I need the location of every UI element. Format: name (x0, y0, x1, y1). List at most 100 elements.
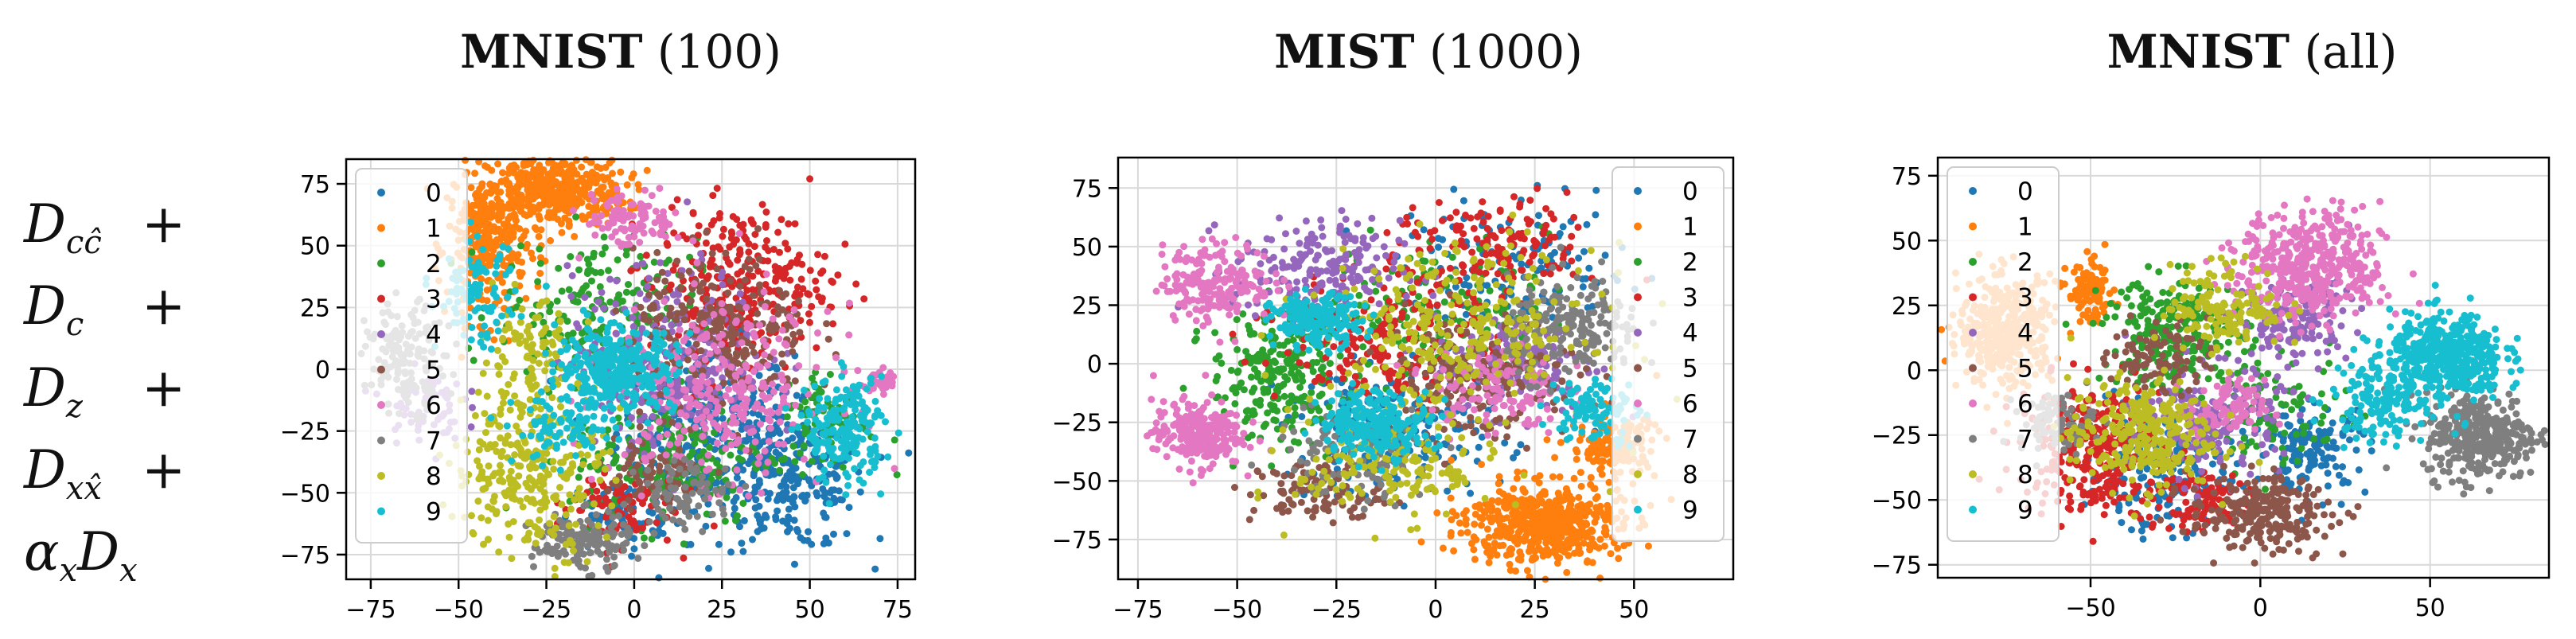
data-point-8 (505, 520, 512, 528)
data-point-9 (640, 352, 648, 360)
data-point-1 (546, 214, 553, 222)
data-point-6 (587, 475, 595, 483)
legend-marker-8 (377, 472, 385, 480)
data-point-3 (814, 251, 822, 259)
data-point-8 (568, 540, 576, 547)
legend-marker-3 (377, 294, 385, 303)
data-point-6 (690, 280, 698, 288)
y-tick-label: −50 (280, 480, 330, 508)
data-point-3 (710, 217, 718, 224)
data-point-6 (590, 212, 598, 220)
data-point-9 (625, 419, 633, 427)
data-point-9 (529, 453, 537, 461)
data-point-8 (474, 497, 482, 505)
data-point-5 (626, 505, 634, 513)
data-point-9 (654, 372, 662, 380)
data-point-6 (750, 427, 758, 435)
data-point-4 (573, 320, 581, 328)
data-point-9 (871, 458, 879, 466)
data-point-6 (745, 492, 753, 500)
data-point-5 (750, 349, 758, 357)
data-point-3 (806, 318, 813, 326)
data-point-8 (524, 353, 532, 361)
data-point-6 (739, 401, 746, 409)
data-point-6 (663, 431, 671, 438)
data-point-0 (790, 516, 798, 524)
data-point-2 (615, 291, 623, 299)
data-point-9 (539, 462, 547, 470)
data-point-5 (791, 377, 799, 385)
data-point-1 (516, 173, 523, 181)
data-point-9 (878, 372, 886, 380)
data-point-5 (727, 277, 735, 285)
data-point-8 (478, 468, 486, 476)
data-point-9 (642, 329, 650, 337)
data-point-2 (553, 297, 561, 305)
data-point-1 (505, 164, 513, 172)
data-point-9 (833, 434, 841, 442)
data-point-5 (625, 457, 633, 465)
x-tick-label: 25 (707, 596, 737, 624)
data-point-1 (557, 169, 565, 177)
data-point-8 (495, 548, 503, 556)
data-point-8 (531, 481, 539, 489)
data-point-9 (551, 321, 559, 329)
data-point-8 (549, 458, 557, 466)
data-point-6 (882, 380, 890, 388)
data-point-1 (512, 199, 520, 207)
data-point-9 (507, 399, 515, 407)
data-point-2 (564, 331, 572, 339)
data-point-2 (600, 233, 608, 241)
data-point-6 (774, 408, 782, 416)
data-point-7 (615, 512, 622, 520)
data-point-3 (805, 310, 813, 318)
data-point-0 (750, 472, 758, 480)
data-point-1 (500, 262, 508, 269)
data-point-3 (813, 344, 820, 352)
data-point-6 (677, 410, 685, 418)
data-point-9 (660, 329, 668, 337)
data-point-0 (755, 477, 763, 485)
data-point-7 (698, 473, 706, 481)
data-point-6 (627, 224, 635, 232)
data-point-1 (561, 160, 569, 168)
data-point-0 (832, 471, 840, 479)
data-point-9 (614, 376, 622, 384)
data-point-9 (579, 397, 587, 405)
data-point-7 (681, 483, 689, 491)
data-point-1 (481, 162, 489, 169)
data-point-0 (731, 505, 739, 512)
data-point-2 (637, 252, 645, 260)
data-point-1 (529, 255, 536, 263)
data-point-2 (771, 459, 778, 467)
data-point-1 (544, 171, 552, 179)
data-point-2 (596, 282, 604, 290)
data-point-6 (742, 363, 750, 371)
data-point-0 (789, 434, 797, 442)
data-point-0 (754, 483, 762, 491)
data-point-9 (567, 409, 575, 417)
data-point-1 (477, 275, 485, 282)
data-point-0 (758, 516, 765, 524)
data-point-6 (607, 197, 615, 205)
data-point-7 (708, 510, 716, 518)
data-point-0 (789, 484, 797, 492)
data-point-5 (741, 348, 749, 355)
data-point-8 (497, 462, 504, 470)
data-point-6 (781, 340, 789, 348)
data-point-7 (685, 512, 693, 520)
data-point-2 (517, 242, 524, 250)
data-point-9 (585, 403, 593, 411)
data-point-6 (644, 433, 652, 441)
data-point-6 (758, 489, 766, 497)
data-point-9 (816, 395, 824, 403)
data-point-9 (597, 316, 605, 324)
data-point-6 (629, 201, 637, 208)
data-point-7 (681, 525, 689, 533)
data-point-6 (890, 465, 898, 473)
data-point-6 (854, 367, 862, 375)
data-point-8 (484, 475, 492, 483)
data-point-1 (486, 206, 494, 214)
data-point-9 (590, 384, 598, 392)
data-point-5 (686, 298, 694, 306)
